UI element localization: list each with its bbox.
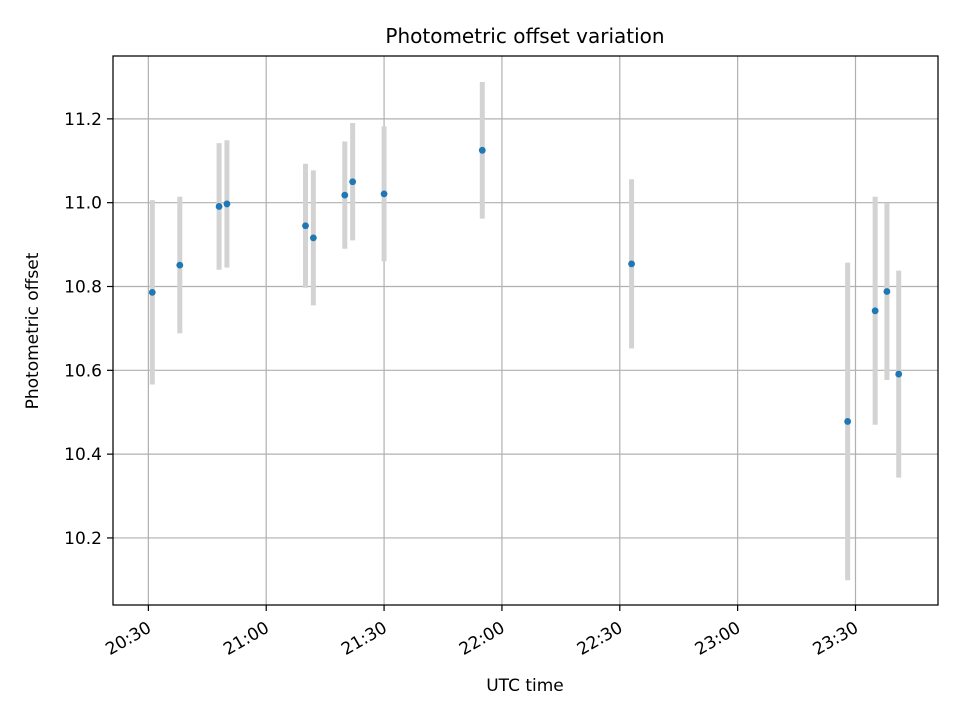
- plot-frame: [112, 55, 939, 606]
- chart-title: Photometric offset variation: [385, 24, 664, 48]
- data-point: [148, 288, 156, 296]
- data-point: [302, 222, 309, 230]
- y-tick-label: 10.6: [64, 361, 102, 381]
- data-points: [148, 146, 903, 425]
- data-point: [341, 191, 349, 199]
- data-point: [176, 261, 184, 269]
- data-point: [349, 178, 357, 186]
- data-point: [628, 260, 635, 268]
- data-point: [478, 146, 486, 154]
- y-tick-label: 10.8: [64, 277, 102, 297]
- data-point: [871, 307, 879, 315]
- data-point: [223, 200, 231, 208]
- y-tick-label: 10.4: [64, 445, 102, 465]
- data-point: [309, 234, 317, 242]
- y-tick-label: 11.2: [64, 110, 102, 130]
- data-point: [844, 418, 852, 425]
- y-tick-label: 10.2: [64, 529, 102, 549]
- y-axis-ticks: 10.2 10.4 10.6 10.8 11.0 11.2: [64, 110, 113, 549]
- data-point: [895, 370, 903, 378]
- x-axis-label: UTC time: [486, 676, 564, 696]
- data-point: [883, 288, 891, 295]
- data-point: [215, 203, 223, 210]
- y-tick-label: 11.0: [64, 194, 102, 214]
- y-axis-label: Photometric offset: [23, 252, 43, 409]
- data-point: [380, 190, 388, 198]
